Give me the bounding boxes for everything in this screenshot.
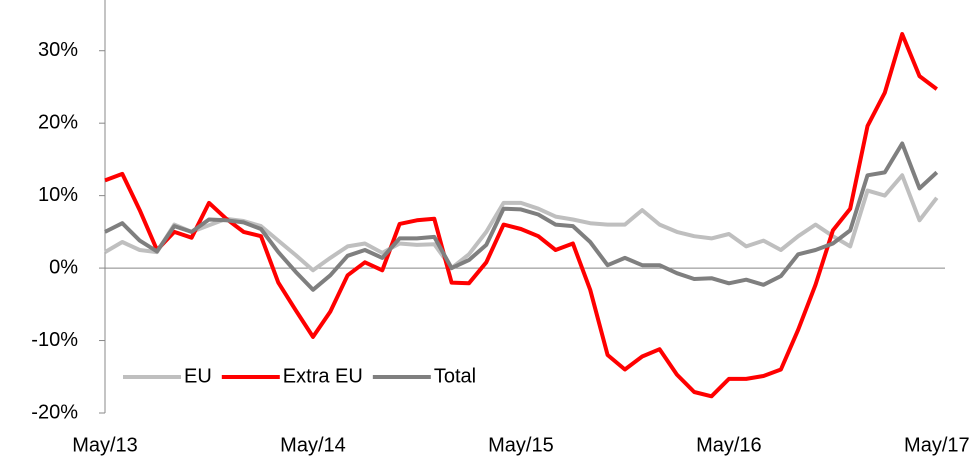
legend-label: Extra EU — [283, 365, 363, 387]
series-line — [104, 141, 939, 292]
y-tick-label: -20% — [31, 401, 78, 423]
legend-label: Total — [434, 365, 476, 387]
y-tick-label: 20% — [38, 111, 78, 133]
x-tick-label: May/14 — [280, 434, 346, 456]
series-line — [104, 32, 939, 399]
y-tick-label: 10% — [38, 184, 78, 206]
x-tick-label: May/15 — [488, 434, 554, 456]
x-tick-label: May/13 — [72, 434, 138, 456]
x-tick-label: May/17 — [904, 434, 970, 456]
y-tick-label: -10% — [31, 329, 78, 351]
x-tick-label: May/16 — [696, 434, 762, 456]
y-tick-label: 0% — [49, 256, 78, 278]
legend-label: EU — [184, 365, 212, 387]
y-tick-label: 30% — [38, 39, 78, 61]
